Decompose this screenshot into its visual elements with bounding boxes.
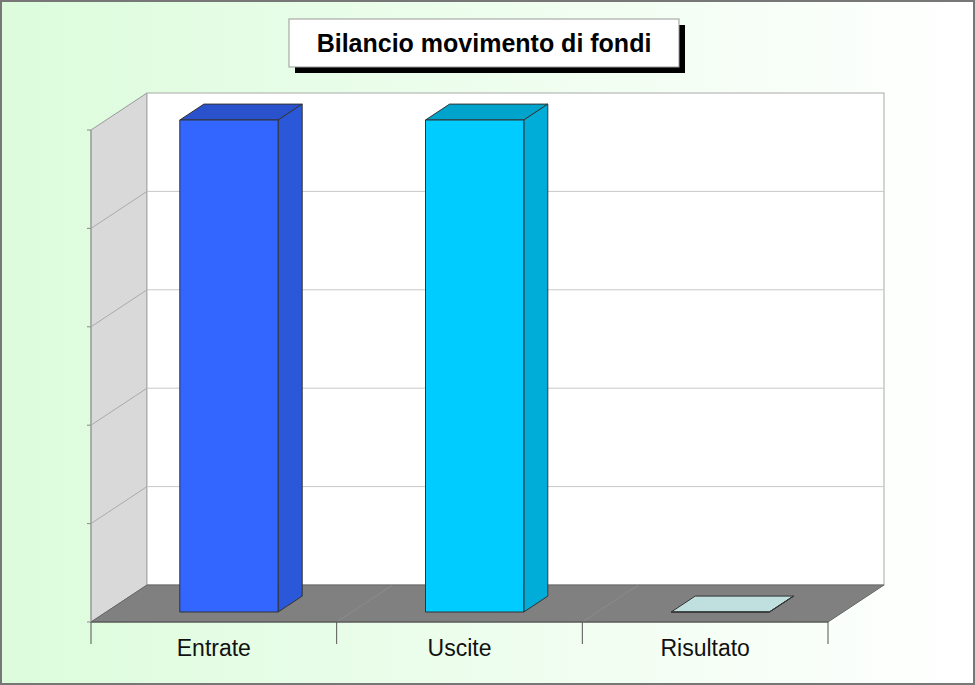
side-wall bbox=[91, 93, 147, 622]
x-tick bbox=[336, 622, 337, 644]
y-tick bbox=[87, 130, 91, 131]
x-tick bbox=[828, 622, 829, 644]
bar bbox=[671, 596, 793, 612]
bars bbox=[180, 104, 794, 612]
chart: Entrate Uscite Risultato Bilancio movimento… bbox=[0, 0, 975, 685]
title: Bilancio movimento di fondi bbox=[317, 29, 652, 57]
category-label: Uscite bbox=[428, 635, 492, 661]
y-tick bbox=[87, 326, 91, 327]
floor-separator bbox=[582, 585, 638, 622]
background bbox=[0, 0, 975, 685]
floor-separator bbox=[337, 585, 393, 622]
y-tick bbox=[87, 622, 91, 623]
y-tick bbox=[87, 228, 91, 229]
frame bbox=[1, 1, 974, 684]
bar bbox=[426, 104, 548, 612]
title-box bbox=[289, 19, 679, 67]
grid-line-side bbox=[91, 487, 147, 524]
grid-line-side bbox=[91, 290, 147, 327]
chart-root: Entrate Uscite Risultato Bilancio movimento… bbox=[0, 0, 975, 685]
y-tick bbox=[87, 523, 91, 524]
y-axis bbox=[91, 130, 92, 622]
grid-line-side bbox=[91, 191, 147, 228]
category-label: Entrate bbox=[177, 635, 251, 661]
grid-line-side bbox=[91, 388, 147, 425]
x-tick bbox=[91, 622, 92, 644]
category-label: Risultato bbox=[660, 635, 749, 661]
y-tick bbox=[87, 425, 91, 426]
x-axis bbox=[91, 622, 828, 623]
bar bbox=[180, 104, 302, 612]
x-tick bbox=[582, 622, 583, 644]
